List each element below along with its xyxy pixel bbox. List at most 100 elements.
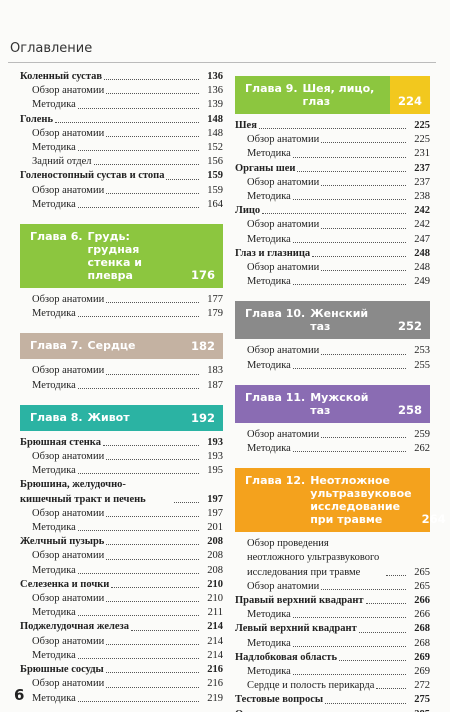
toc-entry: Обзор анатомии 225	[235, 133, 430, 147]
entry-page: 275	[414, 694, 430, 706]
entry-page: 214	[207, 649, 223, 661]
entry-page: 268	[414, 623, 430, 635]
chapter-page: 224	[389, 76, 430, 114]
toc-entry: Обзор анатомии 253	[235, 344, 430, 358]
leader-dots	[339, 660, 406, 662]
leader-dots	[174, 501, 199, 503]
entry-page: 248	[414, 247, 430, 259]
chapter-title: Грудь: грудная стенка и плевра	[87, 230, 142, 283]
entry-title: Надлобковая область	[235, 651, 337, 663]
entry-page: 139	[207, 99, 223, 111]
toc-entry: Обзор анатомии 210	[20, 592, 223, 606]
toc-entry: Обзор анатомии 259	[235, 428, 430, 442]
toc-entry: Методика 179	[20, 307, 223, 321]
leader-dots	[106, 643, 199, 645]
entry-page: 272	[414, 680, 430, 692]
toc-section: Брюшина, желудочно-кишечный тракт и пече…	[20, 478, 223, 506]
entry-title: Методика	[247, 637, 291, 649]
entry-title: Брюшина, желудочно-кишечный тракт и пече…	[20, 479, 146, 505]
entry-title: Поджелудочная железа	[20, 621, 130, 633]
chapter-label: Глава 12.	[245, 474, 306, 488]
header-rule	[8, 62, 436, 63]
toc-section: Брюшная стенка 193	[20, 436, 223, 450]
entry-page: 269	[414, 651, 430, 663]
entry-title: Обзор анатомии	[32, 365, 105, 377]
leader-dots	[77, 207, 199, 209]
chapter-label: Глава 7.	[30, 339, 83, 353]
toc-entry: Методика 231	[235, 147, 430, 161]
entry-title: Левый верхний квадрант	[235, 623, 357, 635]
toc-section: Поджелудочная железа 214	[20, 620, 223, 634]
entry-page: 242	[414, 219, 430, 231]
chapter-heading: Глава 10. Женский таз 252	[235, 301, 430, 340]
chapter-page: 176	[190, 268, 215, 283]
entry-title: Сердце и полость перикарда	[247, 680, 375, 692]
entry-title: Методика	[247, 609, 291, 621]
entry-title: Методика	[32, 607, 76, 619]
entry-page: 242	[414, 205, 430, 217]
toc-entry: Методика 238	[235, 190, 430, 204]
entry-page: 197	[207, 507, 223, 519]
toc-entry: Методика 152	[20, 141, 223, 155]
entry-page: 210	[207, 578, 223, 590]
toc-entry: Обзор анатомии 242	[235, 218, 430, 232]
leader-dots	[106, 544, 199, 546]
entry-page: 183	[207, 365, 223, 377]
toc-section: Коленный сустав 136	[20, 70, 223, 84]
entry-title: Обзор анатомии	[247, 219, 320, 231]
leader-dots	[77, 316, 199, 318]
leader-dots	[106, 192, 199, 194]
entry-title: Обзор проведения неотложного ультразвуко…	[247, 538, 380, 578]
entry-page: 164	[207, 198, 223, 210]
toc-entry: Сердце и полость перикарда 272	[235, 679, 430, 693]
toc-section: Правый верхний квадрант 266	[235, 594, 430, 608]
entry-page: 159	[207, 170, 223, 182]
entry-page: 136	[207, 71, 223, 82]
toc-section: Селезенка и почки 210	[20, 578, 223, 592]
toc-entry: Обзор анатомии 177	[20, 293, 223, 307]
entry-title: Шея	[235, 120, 257, 131]
toc-entry: Методика 247	[235, 233, 430, 247]
leader-dots	[105, 672, 199, 674]
entry-title: Глаз и глазница	[235, 247, 311, 259]
leader-dots	[77, 615, 199, 617]
toc-entry: Методика 208	[20, 564, 223, 578]
entry-title: Тестовые вопросы	[235, 694, 324, 706]
entry-page: 210	[207, 593, 223, 605]
leader-dots	[77, 473, 199, 475]
entry-page: 214	[207, 621, 223, 633]
chapter-page: 182	[190, 339, 215, 354]
leader-dots	[77, 700, 199, 702]
leader-dots	[358, 631, 406, 633]
entry-page: 231	[414, 148, 430, 160]
entry-title: Методика	[247, 233, 291, 245]
entry-page: 248	[414, 262, 430, 274]
entry-page: 179	[207, 308, 223, 320]
entry-title: Обзор анатомии	[247, 428, 320, 440]
entry-page: 152	[207, 142, 223, 154]
chapter-page: 252	[397, 319, 422, 334]
toc-column: Коленный сустав 136 Обзор анатомии 136 Метод…	[20, 70, 223, 706]
entry-page: 211	[207, 607, 223, 619]
leader-dots	[106, 516, 199, 518]
leader-dots	[321, 142, 406, 144]
chapter-title: Женский таз	[310, 307, 369, 334]
leader-dots	[77, 107, 199, 109]
entry-page: 265	[414, 580, 430, 592]
leader-dots	[258, 128, 406, 130]
entry-page: 193	[207, 436, 223, 448]
entry-title: Методика	[247, 276, 291, 288]
toc-entry: Обзор анатомии 216	[20, 677, 223, 691]
entry-title: Методика	[32, 522, 76, 534]
entry-title: Обзор анатомии	[247, 262, 320, 274]
chapter-heading: Глава 9. Шея, лицо, глаз 224	[235, 76, 430, 114]
chapter-heading: Глава 12. Неотложное ультразвуковое иссле…	[235, 468, 446, 533]
leader-dots	[376, 688, 406, 690]
toc-entry: Обзор анатомии 248	[235, 261, 430, 275]
entry-title: Обзор анатомии	[32, 85, 105, 97]
leader-dots	[104, 79, 199, 81]
entry-title: Обзор анатомии	[32, 678, 105, 690]
entry-title: Правый верхний квадрант	[235, 595, 364, 607]
entry-title: Обзор анатомии	[32, 635, 105, 647]
